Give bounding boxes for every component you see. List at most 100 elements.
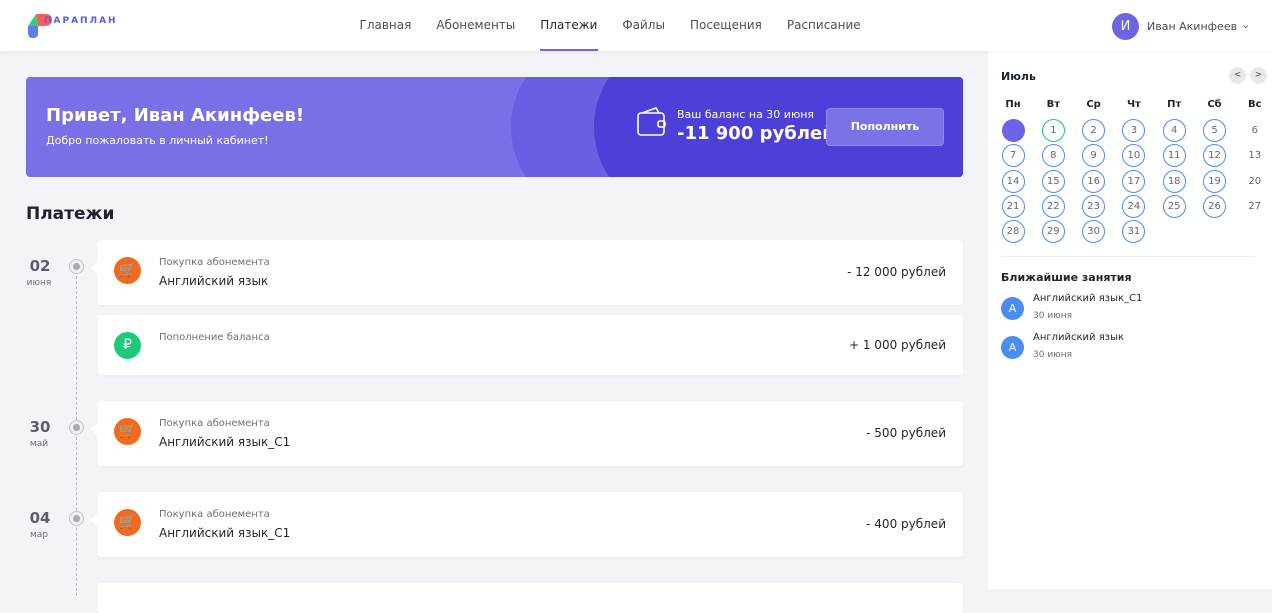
payment-type: Пополнение баланса — [159, 332, 270, 343]
payment-name: Английский язык_C1 — [159, 526, 291, 540]
calendar-day[interactable]: 26 — [1203, 194, 1226, 218]
calendar-day[interactable]: 24 — [1122, 194, 1146, 218]
cart-icon: 🛒 — [114, 257, 141, 284]
calendar-day[interactable]: 22 — [1041, 194, 1065, 218]
weekday-label: Пт — [1167, 99, 1182, 110]
ruble-icon: ₽ — [114, 332, 141, 359]
calendar-day[interactable]: 27 — [1248, 200, 1262, 212]
calendar-day[interactable]: 15 — [1041, 169, 1065, 193]
calendar-month: Июль — [1001, 70, 1036, 83]
date-day: 30 — [29, 418, 51, 436]
calendar-day[interactable]: 20 — [1248, 175, 1262, 187]
prev-month-button[interactable]: < — [1229, 67, 1246, 84]
timeline-dot — [70, 421, 83, 434]
balance-label: Ваш баланс на 30 июня — [677, 108, 815, 121]
calendar-day[interactable]: 29 — [1041, 220, 1065, 244]
divider — [1001, 256, 1255, 257]
calendar-day[interactable]: 23 — [1082, 194, 1106, 218]
sidebar: Июль < > Пн Вт Ср Чт Пт Сб Вс 1 2 3 4 5 6 7 8 9 10 11 12 13… — [988, 51, 1272, 589]
next-month-button[interactable]: > — [1250, 67, 1267, 84]
main-nav: Главная Абонементы Платежи Файлы Посещен… — [347, 0, 873, 51]
nav-subscriptions[interactable]: Абонементы — [436, 18, 516, 32]
timeline-dot — [70, 512, 83, 525]
chevron-down-icon[interactable]: ⌄ — [1241, 18, 1251, 31]
welcome-text: Добро пожаловать в личный кабинет! — [46, 134, 269, 147]
brand-name: ПАРАПЛАН — [44, 16, 118, 26]
balance-value: -11 900 рублей — [677, 123, 835, 144]
payment-card[interactable]: 🛒 Покупка абонемента Английский язык_C1 … — [91, 492, 963, 557]
upcoming-title: Ближайшие занятия — [1001, 271, 1132, 284]
payment-card[interactable] — [97, 583, 963, 613]
lesson-name[interactable]: Английский язык — [1033, 332, 1125, 343]
calendar-day[interactable]: 17 — [1122, 169, 1146, 193]
payment-amount: - 400 рублей — [866, 517, 946, 531]
payment-name: Английский язык_C1 — [159, 435, 291, 449]
cart-icon: 🛒 — [114, 418, 141, 445]
calendar-day[interactable]: 21 — [1001, 194, 1025, 218]
date-month: мар — [29, 530, 49, 540]
calendar-day[interactable]: 28 — [1001, 220, 1025, 244]
calendar-day[interactable]: 14 — [1001, 169, 1025, 193]
nav-files[interactable]: Файлы — [622, 18, 665, 32]
weekday-label: Ср — [1086, 99, 1101, 110]
weekday-label: Сб — [1207, 99, 1222, 110]
payment-card[interactable]: ₽ Пополнение баланса + 1 000 рублей — [97, 315, 963, 375]
calendar-day[interactable]: 6 — [1251, 125, 1258, 136]
calendar-day[interactable]: 12 — [1203, 144, 1226, 168]
calendar-day[interactable]: 30 — [1082, 220, 1106, 244]
nav-visits[interactable]: Посещения — [689, 18, 762, 32]
lesson-avatar: А — [1001, 336, 1024, 359]
payment-type: Покупка абонемента — [159, 257, 270, 268]
payment-type: Покупка абонемента — [159, 509, 270, 520]
calendar-day[interactable]: 9 — [1082, 144, 1106, 168]
nav-schedule[interactable]: Расписание — [786, 18, 861, 32]
page-title: Платежи — [26, 204, 115, 224]
payment-amount: - 500 рублей — [866, 426, 946, 440]
top-header: ПАРАПЛАН Главная Абонементы Платежи Файл… — [0, 0, 1272, 51]
calendar-day[interactable]: 2 — [1082, 119, 1106, 142]
payment-card[interactable]: 🛒 Покупка абонемента Английский язык_C1 … — [91, 401, 963, 466]
lesson-date: 30 июня — [1033, 311, 1073, 321]
calendar-day[interactable]: 8 — [1041, 144, 1065, 168]
calendar-day[interactable]: 16 — [1082, 169, 1106, 193]
lesson-name[interactable]: Английский язык_C1 — [1033, 293, 1143, 304]
date-day: 04 — [29, 509, 51, 527]
calendar-day[interactable]: 7 — [1001, 144, 1025, 168]
payment-type: Покупка абонемента — [159, 418, 270, 429]
greeting: Привет, Иван Акинфеев! — [46, 105, 305, 126]
calendar-day[interactable]: 19 — [1203, 169, 1226, 193]
user-menu[interactable]: И Иван Акинфеев — [1112, 13, 1237, 40]
topup-button[interactable]: Пополнить — [826, 108, 944, 146]
calendar-day[interactable]: 5 — [1203, 119, 1226, 142]
calendar-day[interactable] — [1001, 119, 1025, 142]
calendar-day[interactable]: 13 — [1248, 150, 1262, 162]
calendar-day[interactable]: 31 — [1122, 220, 1146, 244]
avatar: И — [1112, 13, 1139, 40]
payment-amount: + 1 000 рублей — [848, 338, 946, 352]
weekday-label: Пн — [1005, 99, 1021, 110]
parapan-logo[interactable] — [26, 12, 126, 40]
payment-name: Английский язык — [159, 274, 269, 288]
calendar-day[interactable]: 11 — [1162, 144, 1186, 168]
cart-icon: 🛒 — [114, 509, 141, 536]
date-month: июня — [26, 278, 52, 288]
calendar-day[interactable]: 4 — [1162, 119, 1186, 142]
date-day: 02 — [29, 257, 51, 275]
wallet-icon — [637, 107, 666, 136]
weekday-label: Вт — [1046, 99, 1060, 110]
user-name: Иван Акинфеев — [1147, 20, 1238, 33]
nav-home[interactable]: Главная — [359, 18, 412, 32]
calendar-day[interactable]: 25 — [1162, 194, 1186, 218]
lesson-date: 30 июня — [1033, 350, 1073, 360]
nav-payments[interactable]: Платежи — [528, 0, 610, 51]
calendar-day[interactable]: 10 — [1122, 144, 1146, 168]
calendar-day[interactable]: 18 — [1162, 169, 1186, 193]
date-month: май — [29, 439, 49, 449]
lesson-avatar: А — [1001, 297, 1024, 320]
calendar-day[interactable]: 3 — [1122, 119, 1146, 142]
calendar-day[interactable]: 1 — [1041, 119, 1065, 142]
payment-card[interactable]: 🛒 Покупка абонемента Английский язык - 1… — [91, 240, 963, 305]
weekday-label: Вс — [1248, 99, 1262, 110]
timeline-dot — [70, 260, 83, 273]
weekday-label: Чт — [1126, 99, 1141, 110]
